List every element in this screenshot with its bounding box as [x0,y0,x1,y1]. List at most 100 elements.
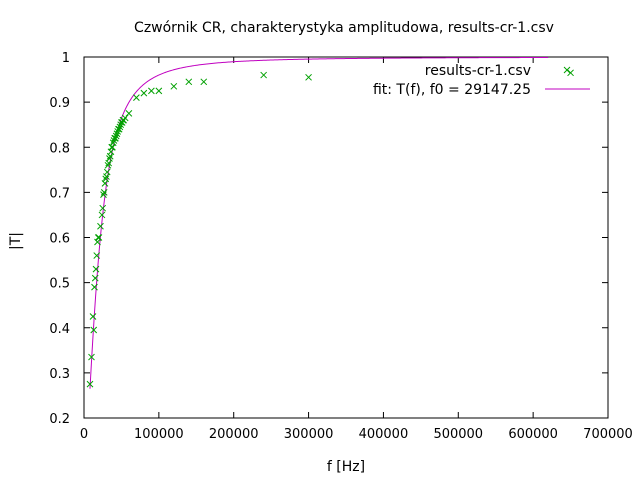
data-point [99,204,107,212]
data-point-stroke [109,143,116,151]
data-point [91,274,99,282]
data-point-stroke [108,143,116,151]
data-point [88,353,95,361]
data-point-stroke [563,66,571,74]
legend: results-cr-1.csv fit: T(f), f0 = 29147.2… [373,63,590,98]
data-point [100,189,108,196]
data-point [115,125,123,133]
data-point-stroke [106,155,113,162]
data-point-stroke [86,380,94,388]
y-tick-label: 0.5 [49,277,70,292]
data-point [104,161,112,169]
data-point [106,155,113,162]
axis-ticks: 0 100000 200000 300000 400000 500000 600000 700… [49,51,633,442]
data-point-stroke [94,238,101,246]
data-point-stroke [112,132,120,140]
data-point-stroke [116,123,124,131]
data-point [155,87,163,95]
data-point-stroke [92,265,100,273]
y-tick-label: 0.3 [49,367,70,382]
data-point-stroke [121,114,129,122]
data-point-stroke [140,89,148,97]
y-axis-label: |T| [8,232,24,250]
data-point [102,175,110,183]
data-point-stroke [567,69,574,77]
data-point [100,191,107,198]
data-point-stroke [91,274,99,282]
data-point [109,139,117,147]
data-point [121,114,129,122]
data-point-stroke [200,78,208,86]
legend-marker-points [563,66,571,74]
y-tick-label: 0.8 [49,141,70,156]
data-point-stroke [305,73,312,81]
data-point-stroke [125,110,133,117]
data-point-stroke [148,87,155,95]
y-tick-label: 0.7 [49,186,70,201]
data-point-stroke [100,189,108,196]
data-point-stroke [185,78,193,86]
data-point [133,94,140,101]
data-point [116,123,124,131]
data-point [93,252,101,259]
data-point-stroke [104,161,112,169]
data-point [89,313,97,320]
x-tick-label: 300000 [284,427,334,442]
data-point [567,69,574,77]
y-tick-label: 1 [62,51,70,66]
x-tick-label: 400000 [359,427,409,442]
data-point [170,82,178,90]
x-tick-label: 0 [80,427,88,442]
y-tick-label: 0.6 [49,232,70,247]
x-tick-label: 600000 [508,427,558,442]
data-point-stroke [102,175,110,183]
data-point-stroke [90,326,98,334]
data-point-stroke [113,130,121,138]
data-point-stroke [109,139,117,147]
data-point-stroke [103,173,110,180]
data-point [94,234,102,241]
plot-series [86,57,574,389]
data-point [305,73,312,81]
legend-marker-x [563,66,571,74]
data-point [260,71,268,79]
fit-curve [89,57,549,389]
y-tick-label: 0.9 [49,96,70,111]
x-tick-label: 500000 [433,427,483,442]
data-point [97,222,104,230]
data-point [140,89,148,97]
data-point-stroke [106,152,114,160]
data-point [90,326,98,334]
x-axis-label: f [Hz] [327,459,365,475]
data-point [98,211,106,219]
y-tick-label: 0.2 [49,412,70,427]
data-point-stroke [133,94,140,101]
data-point-stroke [100,191,107,198]
data-point-stroke [89,313,97,320]
legend-label-points: results-cr-1.csv [425,63,531,79]
data-point [108,143,116,151]
data-point [200,78,208,86]
data-point-stroke [260,71,268,79]
data-point-stroke [94,234,102,241]
x-tick-label: 100000 [134,427,184,442]
data-point-stroke [91,283,98,291]
data-point-stroke [155,87,163,95]
data-point [112,134,119,142]
data-point [125,110,133,117]
x-tick-label: 200000 [209,427,259,442]
data-point-stroke [115,125,123,133]
data-point-stroke [170,82,178,90]
data-point-stroke [88,353,95,361]
data-point-stroke [93,252,101,259]
data-point-stroke [95,234,103,241]
data-point-stroke [98,211,106,219]
data-point [92,265,100,273]
data-point-stroke [103,168,111,176]
data-point-stroke [105,159,113,167]
plot-frame [83,56,609,419]
data-point [103,168,111,176]
data-point [91,283,98,291]
x-tick-label: 700000 [583,427,633,442]
